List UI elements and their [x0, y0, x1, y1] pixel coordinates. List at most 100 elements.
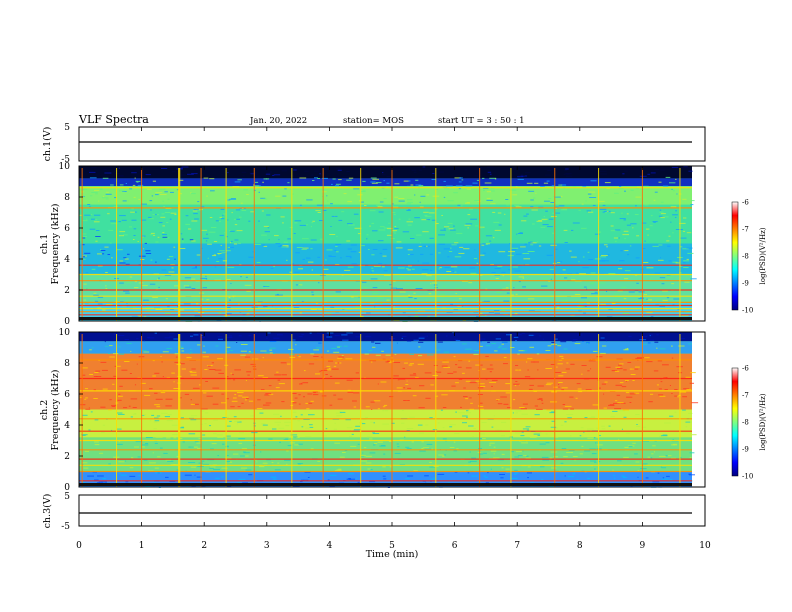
spectrum-speckle [533, 197, 536, 199]
spectrum-speckle [512, 194, 518, 196]
spectrum-speckle [284, 421, 291, 423]
spectrum-speckle [660, 213, 666, 215]
spectrum-speckle [419, 432, 424, 434]
spectrum-speckle [642, 248, 646, 249]
spectrum-speckle [502, 288, 509, 290]
spectrum-speckle [626, 396, 633, 398]
spectrum-speckle [100, 250, 106, 251]
spectrum-speckle [216, 261, 220, 262]
spectrum-speckle [284, 459, 291, 461]
spectrum-speckle [570, 363, 575, 365]
spectrum-speckle [432, 173, 435, 174]
spectrum-speckle [418, 245, 422, 247]
spectrum-speckle [319, 238, 323, 240]
spectrum-speckle [394, 226, 397, 228]
spectrum-speckle [81, 367, 88, 369]
spectrum-speckle [226, 346, 231, 348]
spectrum-speckle [158, 286, 160, 288]
spectrum-speckle [377, 297, 384, 299]
spectrum-speckle [130, 398, 138, 400]
spectrum-speckle [465, 185, 473, 187]
spectrum-speckle [246, 194, 249, 195]
spectrum-speckle [444, 226, 450, 228]
spectrum-speckle [549, 412, 556, 414]
spectrum-speckle [674, 395, 678, 397]
spectrum-speckle [178, 167, 183, 169]
spectrum-speckle [596, 448, 602, 450]
spectrum-speckle [347, 391, 354, 393]
spectrum-speckle [636, 300, 641, 302]
spectrum-speckle [110, 166, 112, 168]
spectrum-speckle [248, 256, 254, 258]
spectrum-speckle [652, 245, 659, 247]
spectrum-speckle [226, 313, 232, 315]
spectrum-speckle [468, 360, 471, 362]
spectrum-speckle [572, 276, 575, 277]
spectrum-speckle [422, 231, 429, 233]
spectrum-speckle [683, 217, 687, 219]
spectrum-speckle [644, 204, 649, 206]
spectrum-speckle [372, 249, 378, 250]
spectrum-speckle [173, 338, 178, 340]
spectrum-speckle [117, 346, 121, 348]
spectrum-speckle [247, 310, 255, 312]
spectrum-speckle [669, 415, 674, 417]
spectrum-speckle [338, 179, 342, 181]
spectrum-speckle [518, 174, 525, 176]
spectrum-speckle [647, 173, 651, 175]
spectrum-speckle [421, 448, 424, 449]
spectrum-speckle [565, 168, 569, 170]
spectrum-speckle [365, 462, 372, 464]
spectrum-speckle [382, 255, 387, 257]
spectrum-speckle [635, 187, 640, 189]
time-axis: 0 1 2 3 4 5 6 7 8 9 10 [76, 127, 711, 551]
spectrum-speckle [146, 309, 151, 311]
ch2-colorbar: -6-7-8-9-10 log(PSD)(V²/Hz) [731, 365, 767, 481]
spectrum-speckle [590, 368, 592, 370]
spectrum-speckle [557, 345, 562, 347]
spectrum-speckle [557, 262, 561, 264]
spectrum-speckle [550, 244, 557, 246]
spectrum-speckle [613, 237, 618, 239]
spectrum-speckle [143, 340, 145, 342]
spectrum-speckle [258, 290, 265, 292]
spectrum-speckle [307, 402, 313, 404]
spectrum-speckle [200, 410, 205, 412]
colorbar-tick-label: -9 [742, 446, 749, 454]
spectrum-speckle [297, 420, 301, 422]
spectrum-speckle [117, 335, 125, 336]
spectrum-speckle [661, 283, 665, 285]
spectrum-speckle [207, 257, 209, 259]
spectrum-speckle [273, 265, 275, 267]
spectrum-speckle [541, 218, 548, 220]
spectrum-speckle [137, 456, 141, 458]
spectrum-speckle [455, 293, 457, 294]
header-start-time: start UT = 3 : 50 : 1 [438, 116, 525, 126]
spectrum-speckle [559, 355, 564, 357]
spectrum-speckle [474, 175, 478, 177]
spectrum-speckle [395, 247, 403, 249]
spectrum-speckle [554, 372, 561, 373]
spectrum-speckle [604, 182, 611, 184]
spectrum-speckle [554, 212, 561, 214]
spectrum-speckle [527, 251, 535, 252]
spectrum-speckle [539, 335, 542, 337]
spectrum-speckle [134, 446, 139, 448]
spectrum-speckle [483, 300, 490, 302]
spectrum-speckle [587, 370, 590, 372]
spectrum-speckle [520, 435, 525, 437]
ch1-ylabel: ch.1 [39, 234, 50, 255]
spectrum-speckle [98, 200, 100, 202]
spectrum-speckle [205, 275, 207, 277]
spectrum-speckle [242, 482, 248, 484]
spectrum-speckle [131, 219, 137, 221]
spectrum-speckle [466, 188, 471, 190]
spectrum-speckle [210, 227, 217, 228]
spectrum-speckle [178, 193, 182, 195]
spectrum-speckle [538, 245, 542, 247]
spectrum-speckle [572, 222, 580, 224]
ch3v-ylabel: ch.3(V) [42, 494, 53, 529]
spectrum-speckle [551, 272, 557, 274]
spectrum-speckle [344, 450, 348, 451]
spectrum-speckle [551, 341, 555, 343]
